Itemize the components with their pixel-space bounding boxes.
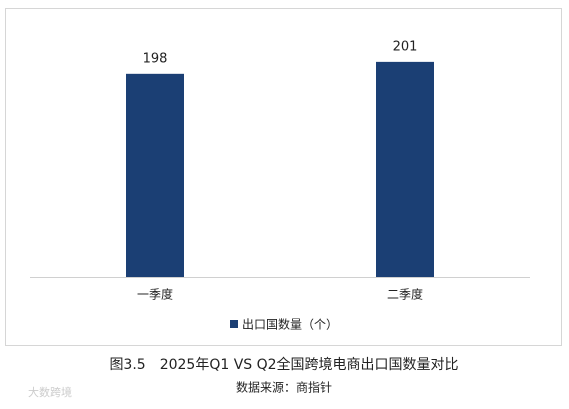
legend-label: 出口国数量（个） bbox=[242, 317, 338, 332]
source: 数据来源：商指针 bbox=[236, 380, 332, 395]
bar bbox=[126, 73, 184, 278]
x-tick-label: 二季度 bbox=[387, 287, 423, 302]
chart-frame bbox=[5, 8, 562, 346]
watermark: 大数跨境 bbox=[28, 385, 72, 399]
caption: 图3.5 2025年Q1 VS Q2全国跨境电商出口国数量对比 bbox=[109, 356, 458, 373]
bar bbox=[376, 61, 434, 277]
data-label: 201 bbox=[393, 39, 418, 54]
data-label: 198 bbox=[143, 51, 168, 66]
legend-swatch bbox=[230, 320, 238, 328]
x-tick-label: 一季度 bbox=[137, 287, 173, 302]
